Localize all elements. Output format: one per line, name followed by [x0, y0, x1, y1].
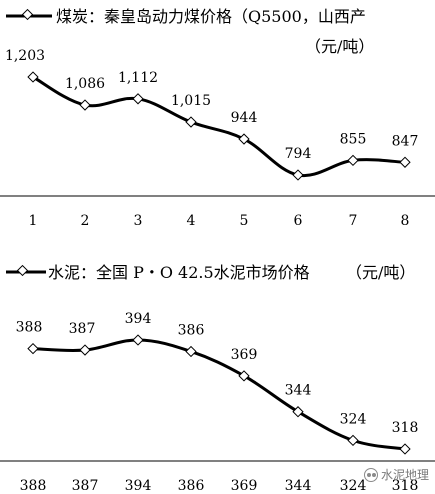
cement-data-label-6: 344: [285, 383, 312, 399]
cement-marker-8: [399, 443, 411, 455]
cement-tick-label-4: 386: [178, 478, 205, 494]
cement-legend-label: 水泥：全国 P・O 42.5水泥市场价格: [48, 263, 310, 282]
coal-marker-3: [132, 93, 144, 105]
wechat-icon: [363, 467, 378, 482]
cement-data-label-8: 318: [392, 420, 419, 436]
cement-data-label-3: 394: [125, 311, 152, 327]
cement-marker-3: [132, 334, 144, 346]
cement-marker-1: [27, 342, 39, 355]
cement-tick-label-8: 318: [392, 478, 419, 494]
coal-data-label-2: 1,086: [65, 76, 105, 92]
cement-data-label-7: 324: [340, 411, 367, 427]
watermark-text: 水泥地理: [380, 468, 429, 482]
coal-tick-label-4: 4: [187, 213, 196, 229]
cement-unit-label: （元/吨）: [346, 263, 415, 282]
coal-tick-label-1: 1: [29, 213, 38, 229]
coal-marker-6: [292, 169, 304, 181]
coal-tick-label-8: 8: [401, 213, 410, 229]
cement-tick-label-6: 344: [285, 478, 312, 494]
coal-tick-label-3: 3: [134, 213, 143, 229]
coal-data-label-7: 855: [340, 131, 367, 147]
coal-marker-5: [238, 133, 250, 145]
coal-tick-label-2: 2: [81, 213, 90, 229]
coal-data-label-3: 1,112: [118, 70, 158, 86]
cement-tick-label-3: 394: [125, 478, 152, 494]
coal-tick-labels: 1 2 3 4 5 6 7 8: [29, 213, 410, 229]
coal-tick-label-6: 6: [294, 213, 303, 229]
coal-data-label-8: 847: [392, 133, 419, 149]
coal-marker-4: [185, 116, 197, 128]
cement-data-label-1: 388: [16, 320, 43, 336]
coal-tick-label-7: 7: [349, 213, 358, 229]
coal-unit-label: （元/吨）: [305, 37, 374, 56]
coal-tick-label-5: 5: [240, 213, 249, 229]
cement-marker-7: [347, 434, 359, 447]
cement-legend-marker: [16, 264, 29, 277]
cement-data-labels: 388 387 394 386 369 344 324 318: [16, 311, 419, 436]
watermark: 水泥地理: [363, 466, 429, 483]
coal-marker-1: [27, 71, 39, 83]
cement-series-line: [32, 338, 406, 451]
cement-chart: 水泥：全国 P・O 42.5水泥市场价格 （元/吨） 388 3873943863…: [0, 263, 435, 494]
cement-marker-4: [185, 345, 197, 358]
cement-tick-label-5: 369: [231, 478, 258, 494]
coal-data-label-1: 1,203: [5, 48, 45, 64]
coal-legend: 煤炭：秦皇岛动力煤价格（Q5500，山西产: [6, 7, 366, 26]
cement-tick-labels: 388 387 394 386 369 344 324 318: [20, 478, 419, 494]
cement-marker-6: [292, 406, 304, 418]
cement-tick-label-1: 388: [20, 478, 47, 494]
coal-markers: [27, 71, 411, 181]
cement-marker-2: [79, 344, 91, 356]
coal-legend-label: 煤炭：秦皇岛动力煤价格（Q5500，山西产: [56, 7, 366, 26]
coal-series-line: [32, 75, 406, 178]
coal-data-label-6: 794: [285, 146, 312, 162]
cement-legend: 水泥：全国 P・O 42.5水泥市场价格 （元/吨）: [6, 263, 415, 282]
cement-data-label-4: 386: [178, 322, 205, 338]
coal-data-labels: 1,203 1,086 1,112 1,015 944 794 855 847: [5, 48, 418, 162]
coal-data-label-4: 1,015: [171, 93, 211, 109]
cement-tick-label-2: 387: [72, 478, 99, 494]
cement-tick-label-7: 324: [340, 478, 367, 494]
coal-legend-marker: [21, 8, 34, 21]
cement-data-label-5: 369: [231, 347, 258, 363]
cement-data-label-2: 387: [69, 321, 96, 337]
coal-marker-7: [347, 154, 359, 167]
cement-marker-5: [238, 370, 250, 382]
coal-marker-8: [399, 156, 411, 168]
coal-data-label-5: 944: [231, 110, 258, 126]
cement-markers: [27, 334, 411, 455]
coal-marker-2: [79, 99, 91, 111]
